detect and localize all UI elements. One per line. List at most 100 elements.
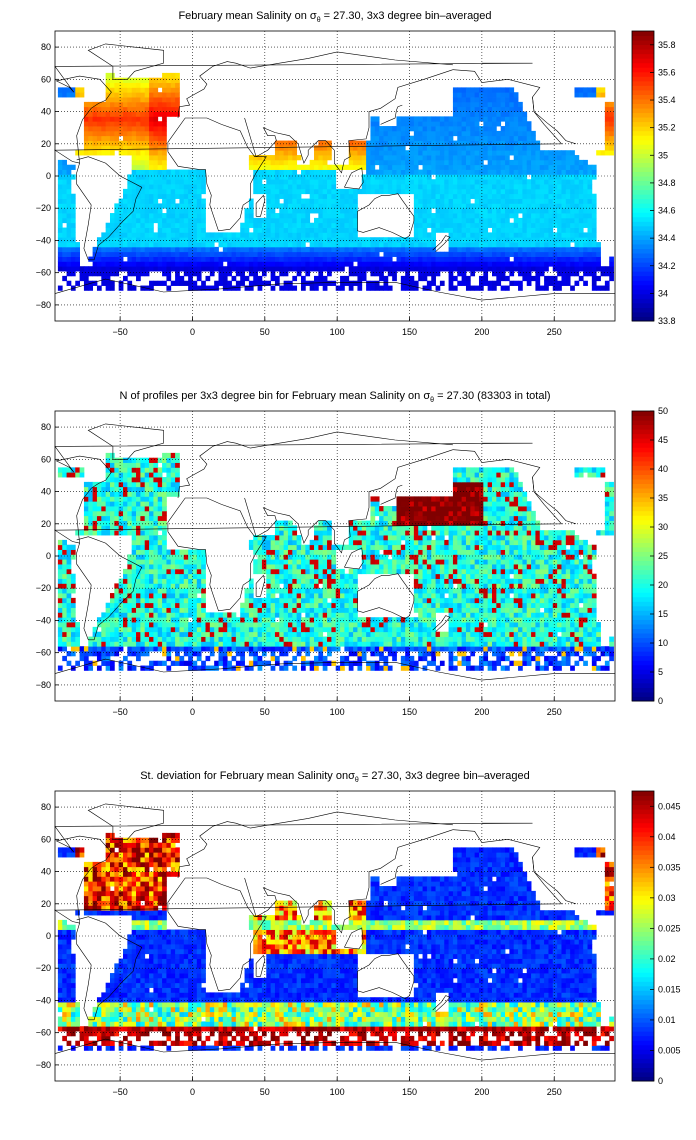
heatmap-cell bbox=[300, 641, 306, 647]
heatmap-cell bbox=[561, 655, 567, 662]
colorbar-tick-label: 34 bbox=[658, 288, 668, 298]
heatmap-cell bbox=[561, 184, 567, 190]
heatmap-cell bbox=[261, 164, 267, 170]
heatmap-cell bbox=[452, 87, 458, 93]
heatmap-cell bbox=[127, 665, 133, 671]
heatmap-cell bbox=[296, 622, 302, 628]
coastline-path bbox=[54, 278, 615, 301]
heatmap-cell bbox=[487, 106, 493, 112]
heatmap-cell bbox=[309, 164, 315, 170]
heatmap-cell bbox=[70, 203, 76, 209]
heatmap-cell bbox=[379, 626, 384, 633]
heatmap-cell bbox=[188, 271, 193, 277]
heatmap-cell bbox=[557, 261, 562, 267]
heatmap-cell bbox=[487, 213, 493, 219]
heatmap-cell bbox=[487, 101, 493, 108]
heatmap-cell bbox=[314, 266, 319, 272]
heatmap-cell bbox=[465, 646, 471, 652]
heatmap-cell bbox=[370, 155, 376, 161]
heatmap-cell bbox=[136, 198, 141, 204]
heatmap-cell bbox=[140, 266, 146, 272]
heatmap-cell bbox=[383, 266, 389, 272]
heatmap-cell bbox=[383, 246, 389, 253]
heatmap-cell bbox=[248, 612, 254, 618]
heatmap-cell bbox=[248, 155, 254, 161]
heatmap-cell bbox=[240, 251, 245, 257]
heatmap-cell bbox=[552, 280, 558, 286]
heatmap-cell bbox=[127, 140, 133, 146]
heatmap-cell bbox=[153, 82, 159, 88]
heatmap-cell bbox=[387, 150, 393, 156]
heatmap-cell bbox=[361, 256, 367, 262]
heatmap-cell bbox=[322, 150, 328, 156]
heatmap-cell bbox=[526, 232, 532, 238]
heatmap-cell bbox=[496, 636, 502, 642]
heatmap-cell bbox=[322, 280, 328, 286]
heatmap-cell bbox=[374, 646, 380, 652]
heatmap-cell bbox=[487, 97, 493, 103]
heatmap-cell bbox=[439, 193, 445, 199]
heatmap-cell bbox=[396, 155, 402, 161]
heatmap-cell bbox=[162, 626, 167, 633]
heatmap-cell bbox=[114, 602, 120, 608]
heatmap-cell bbox=[531, 622, 536, 628]
heatmap-cell bbox=[357, 626, 363, 633]
heatmap-cell bbox=[544, 208, 549, 214]
heatmap-cell bbox=[348, 641, 354, 647]
heatmap-cell bbox=[109, 641, 115, 647]
colorbar-swatch bbox=[632, 275, 654, 281]
heatmap-cell bbox=[426, 150, 432, 156]
heatmap-cell bbox=[188, 622, 193, 628]
heatmap-cell bbox=[70, 636, 76, 642]
heatmap-cell bbox=[426, 607, 432, 613]
heatmap-cell bbox=[392, 237, 397, 243]
heatmap-cell bbox=[322, 140, 328, 146]
heatmap-cell bbox=[492, 121, 497, 127]
heatmap-cell bbox=[431, 655, 436, 662]
heatmap-cell bbox=[166, 261, 172, 267]
heatmap-cell bbox=[83, 271, 89, 277]
heatmap-cell bbox=[101, 111, 107, 117]
heatmap-cell bbox=[131, 232, 137, 238]
heatmap-cell bbox=[118, 217, 124, 224]
heatmap-cell bbox=[400, 169, 406, 175]
heatmap-cell bbox=[583, 193, 588, 199]
heatmap-cell bbox=[75, 646, 80, 652]
heatmap-cell bbox=[296, 203, 302, 209]
heatmap-cell bbox=[461, 280, 467, 286]
heatmap-cell bbox=[413, 256, 419, 262]
heatmap-cell bbox=[435, 261, 441, 267]
heatmap-cell bbox=[109, 246, 115, 253]
heatmap-cell bbox=[327, 660, 332, 666]
heatmap-cell bbox=[114, 92, 120, 98]
heatmap-cell bbox=[387, 188, 393, 195]
heatmap-cell bbox=[413, 607, 419, 613]
heatmap-cell bbox=[496, 111, 502, 117]
heatmap-cell bbox=[557, 256, 562, 262]
heatmap-cell bbox=[396, 130, 402, 137]
heatmap-cell bbox=[83, 280, 89, 286]
heatmap-cell bbox=[448, 227, 454, 233]
heatmap-cell bbox=[92, 130, 98, 137]
heatmap-cell bbox=[162, 97, 167, 103]
heatmap-cell bbox=[452, 646, 458, 652]
heatmap-cell bbox=[70, 651, 76, 657]
heatmap-cell bbox=[131, 631, 137, 637]
heatmap-cell bbox=[205, 232, 211, 238]
heatmap-cell bbox=[604, 145, 610, 151]
heatmap-cell bbox=[531, 188, 536, 195]
heatmap-cell bbox=[136, 121, 141, 127]
heatmap-cell bbox=[231, 631, 237, 637]
heatmap-cell bbox=[261, 242, 267, 248]
heatmap-cell bbox=[470, 97, 476, 103]
heatmap-cell bbox=[591, 232, 597, 238]
heatmap-cell bbox=[270, 222, 276, 228]
heatmap-cell bbox=[361, 164, 367, 170]
heatmap-cell bbox=[526, 135, 532, 141]
heatmap-cell bbox=[574, 155, 580, 161]
heatmap-cell bbox=[426, 251, 432, 257]
heatmap-cell bbox=[322, 251, 328, 257]
heatmap-cell bbox=[340, 275, 345, 282]
colorbar-swatch bbox=[632, 212, 654, 218]
heatmap-cell bbox=[201, 256, 206, 262]
